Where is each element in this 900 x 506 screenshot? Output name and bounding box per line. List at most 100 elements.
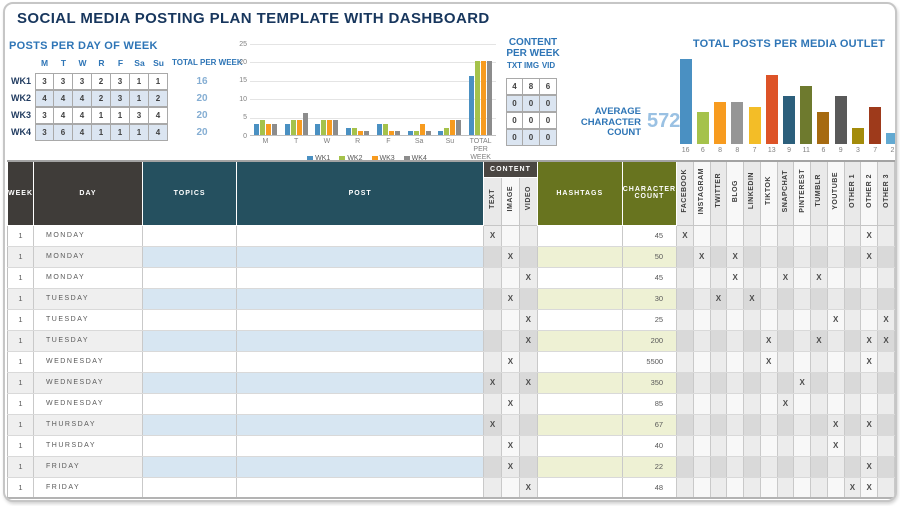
cell-outlet-mark[interactable] <box>777 414 795 436</box>
cell-content-mark[interactable] <box>519 393 538 415</box>
cell-content-mark[interactable] <box>483 477 502 499</box>
cell-outlet-mark[interactable]: X <box>760 330 778 352</box>
cell-outlet-mark[interactable] <box>877 393 895 415</box>
cell-outlet-mark[interactable] <box>810 246 828 268</box>
cell-topics[interactable] <box>142 267 238 289</box>
cell-char-count[interactable]: 5500 <box>622 351 678 373</box>
cell-outlet-mark[interactable] <box>676 246 694 268</box>
cell-outlet-mark[interactable] <box>877 372 895 394</box>
ppd-cell[interactable]: 4 <box>149 107 168 124</box>
cell-post[interactable] <box>236 393 485 415</box>
cell-outlet-mark[interactable] <box>710 456 728 478</box>
cell-outlet-mark[interactable] <box>810 225 828 247</box>
cell-outlet-mark[interactable] <box>693 456 711 478</box>
cell-week[interactable]: 1 <box>7 414 34 436</box>
ppd-cell[interactable]: 2 <box>149 90 168 107</box>
ppd-cell[interactable]: 4 <box>54 107 73 124</box>
cell-outlet-mark[interactable]: X <box>810 330 828 352</box>
cell-outlet-mark[interactable] <box>676 414 694 436</box>
ppd-cell[interactable]: 4 <box>73 90 92 107</box>
cell-post[interactable] <box>236 414 485 436</box>
cell-post[interactable] <box>236 288 485 310</box>
cell-outlet-mark[interactable] <box>777 330 795 352</box>
cell-week[interactable]: 1 <box>7 267 34 289</box>
cell-outlet-mark[interactable] <box>793 330 812 352</box>
ppd-cell[interactable]: 1 <box>111 124 130 141</box>
cell-outlet-mark[interactable] <box>810 309 828 331</box>
cell-outlet-mark[interactable] <box>693 414 711 436</box>
cell-topics[interactable] <box>142 477 238 499</box>
cell-outlet-mark[interactable] <box>760 477 778 499</box>
cell-topics[interactable] <box>142 309 238 331</box>
ppd-cell[interactable]: 1 <box>130 73 149 90</box>
cpw-cell[interactable]: 0 <box>540 95 557 112</box>
cell-day[interactable]: FRIDAY <box>33 456 143 478</box>
cell-content-mark[interactable] <box>483 330 502 352</box>
cell-outlet-mark[interactable] <box>844 372 862 394</box>
ppd-cell[interactable]: 6 <box>54 124 73 141</box>
cpw-cell[interactable]: 0 <box>506 95 523 112</box>
ppd-cell[interactable]: 3 <box>35 107 54 124</box>
cell-outlet-mark[interactable] <box>710 246 728 268</box>
cell-outlet-mark[interactable]: X <box>760 351 778 373</box>
cell-day[interactable]: MONDAY <box>33 267 143 289</box>
cell-day[interactable]: THURSDAY <box>33 414 143 436</box>
cell-day[interactable]: FRIDAY <box>33 477 143 499</box>
cell-outlet-mark[interactable] <box>710 477 728 499</box>
cell-topics[interactable] <box>142 414 238 436</box>
cell-outlet-mark[interactable] <box>827 351 845 373</box>
cell-day[interactable]: MONDAY <box>33 225 143 247</box>
cell-outlet-mark[interactable] <box>760 309 778 331</box>
cell-outlet-mark[interactable] <box>877 435 895 457</box>
cell-outlet-mark[interactable] <box>827 393 845 415</box>
cell-day[interactable]: TUESDAY <box>33 309 143 331</box>
cell-outlet-mark[interactable] <box>793 477 812 499</box>
cell-outlet-mark[interactable] <box>743 372 761 394</box>
ppd-cell[interactable]: 1 <box>111 107 130 124</box>
cell-outlet-mark[interactable] <box>693 288 711 310</box>
cpw-cell[interactable]: 0 <box>506 129 523 146</box>
cell-outlet-mark[interactable] <box>810 414 828 436</box>
cell-post[interactable] <box>236 456 485 478</box>
cell-outlet-mark[interactable] <box>726 414 745 436</box>
cell-post[interactable] <box>236 309 485 331</box>
cell-content-mark[interactable]: X <box>501 288 520 310</box>
cell-topics[interactable] <box>142 246 238 268</box>
cell-outlet-mark[interactable] <box>743 435 761 457</box>
cell-outlet-mark[interactable] <box>693 372 711 394</box>
ppd-cell[interactable]: 1 <box>92 124 111 141</box>
cell-outlet-mark[interactable] <box>827 456 845 478</box>
ppd-cell[interactable]: 2 <box>92 73 111 90</box>
cell-outlet-mark[interactable] <box>827 225 845 247</box>
cell-outlet-mark[interactable]: X <box>860 246 879 268</box>
cell-outlet-mark[interactable] <box>860 309 879 331</box>
cpw-cell[interactable]: 0 <box>506 112 523 129</box>
cell-outlet-mark[interactable] <box>726 456 745 478</box>
ppd-cell[interactable]: 4 <box>54 90 73 107</box>
cell-outlet-mark[interactable] <box>710 330 728 352</box>
cell-content-mark[interactable]: X <box>501 246 520 268</box>
cell-content-mark[interactable]: X <box>501 393 520 415</box>
ppd-cell[interactable]: 4 <box>149 124 168 141</box>
cell-hashtags[interactable] <box>537 267 623 289</box>
cell-outlet-mark[interactable]: X <box>726 267 745 289</box>
cell-outlet-mark[interactable] <box>810 372 828 394</box>
cpw-cell[interactable]: 0 <box>540 112 557 129</box>
cell-outlet-mark[interactable] <box>860 288 879 310</box>
ppd-cell[interactable]: 3 <box>130 107 149 124</box>
ppd-cell[interactable]: 4 <box>73 124 92 141</box>
cell-outlet-mark[interactable] <box>743 246 761 268</box>
cell-content-mark[interactable]: X <box>483 372 502 394</box>
cell-content-mark[interactable] <box>483 288 502 310</box>
cell-post[interactable] <box>236 330 485 352</box>
cell-outlet-mark[interactable] <box>793 288 812 310</box>
cell-week[interactable]: 1 <box>7 225 34 247</box>
cell-content-mark[interactable] <box>519 414 538 436</box>
cell-outlet-mark[interactable] <box>827 288 845 310</box>
cell-topics[interactable] <box>142 393 238 415</box>
cell-hashtags[interactable] <box>537 414 623 436</box>
cpw-cell[interactable]: 8 <box>523 78 540 95</box>
cell-outlet-mark[interactable] <box>827 372 845 394</box>
cell-outlet-mark[interactable] <box>777 372 795 394</box>
cell-post[interactable] <box>236 477 485 499</box>
